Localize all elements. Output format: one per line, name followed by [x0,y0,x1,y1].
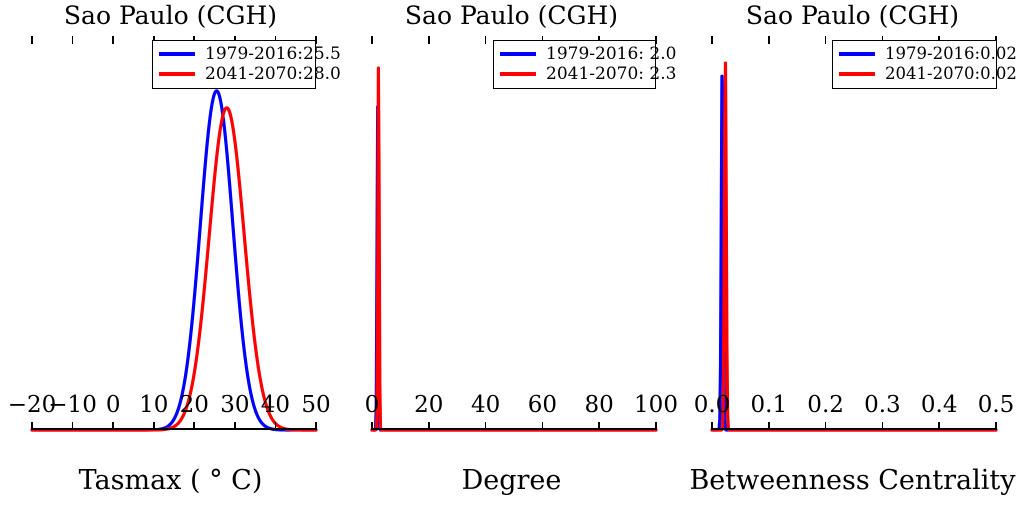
x-tick-label: 100 [634,392,678,418]
density-curve [30,106,318,432]
axes-region [30,36,318,432]
x-tick-bottom [768,422,770,430]
legend-label-historical: 1979-2016:25.5 [205,44,341,64]
panel-betweenness-centrality: Sao Paulo (CGH) 0.0 0.1 0.2 0.3 0.4 0.5 Betwe… [682,0,1023,512]
curve-layer [370,40,658,432]
x-tick-top [824,36,827,44]
x-tick-bottom [995,422,997,430]
density-curve [710,74,998,432]
x-tick-label: 40 [260,392,291,418]
x-axis-spine [712,428,996,430]
x-axis-spine [372,428,656,430]
panel-title: Sao Paulo (CGH) [63,1,278,30]
x-tick-label: 0.5 [977,392,1015,418]
x-tick-label: 20 [414,392,444,418]
x-tick-top [71,36,74,44]
x-tick-bottom [711,422,713,430]
x-tick-bottom [371,422,373,430]
density-curve [370,66,658,432]
x-tick-label: −20 [7,392,57,418]
x-tick-bottom [112,422,114,430]
density-curves [710,61,998,432]
x-tick-bottom [881,422,884,430]
legend-label-historical: 1979-2016:0.02 [885,44,1017,63]
legend-label-future: 2041-2070: 2.3 [546,64,677,84]
legend: 1979-2016:0.02 2041-2070:0.02 [832,40,1017,89]
x-tick-label: 0.3 [864,392,901,418]
x-tick-label: 0.4 [920,392,958,418]
x-tick-bottom [193,422,196,430]
x-tick-label: −10 [48,392,97,418]
x-tick-bottom [31,422,33,430]
x-tick-label: 10 [139,392,169,418]
x-tick-top [711,36,713,44]
x-tick-top [484,36,487,44]
axes-region [370,36,658,432]
legend-label-historical: 1979-2016: 2.0 [546,44,677,64]
legend-swatch-historical [500,52,536,56]
legend-entry: 2041-2070:0.02 [839,64,1017,84]
x-tick-bottom [484,422,487,430]
x-tick-top [31,36,33,44]
x-tick-label: 0 [364,392,380,418]
x-tick-bottom [152,422,155,430]
panel-tasmax: Sao Paulo (CGH) −20 −10 0 10 20 30 40 50 Tasmax… [0,0,341,512]
legend-swatch-future [839,72,875,76]
x-tick-label: 0.1 [750,392,788,418]
x-tick-bottom [315,422,317,430]
x-tick-bottom [71,422,74,430]
x-tick-label: 0.2 [807,392,844,418]
axes-region [710,36,998,432]
density-curve [30,89,318,432]
x-tick-label: 50 [301,392,331,418]
x-tick-bottom [938,422,940,430]
x-axis-label: Degree [461,465,562,496]
legend-swatch-future [500,72,536,76]
x-tick-bottom [428,422,430,430]
x-tick-label: 20 [179,392,209,418]
legend-label-future: 2041-2070:0.02 [885,64,1017,83]
legend-swatch-historical [839,52,875,56]
x-axis-label: Betweenness Centrality [689,465,1016,496]
x-tick-bottom [274,422,277,430]
x-tick-bottom [598,422,600,430]
panel-title: Sao Paulo (CGH) [745,1,960,30]
curve-layer [30,40,318,432]
legend: 1979-2016: 2.0 2041-2070: 2.3 [493,40,676,89]
x-tick-bottom [824,422,827,430]
legend: 1979-2016:25.5 2041-2070:28.0 [152,40,341,89]
legend-label-future: 2041-2070:28.0 [205,64,341,84]
panel-title: Sao Paulo (CGH) [404,1,619,30]
x-tick-top [428,36,430,44]
x-axis-spine [32,428,316,430]
legend-swatch-historical [159,52,195,56]
x-tick-label: 30 [220,392,250,418]
panel-degree: Sao Paulo (CGH) 0 20 40 60 80 100 Degree 1979… [341,0,682,512]
density-curve [370,105,658,432]
x-axis-label: Tasmax ( ° C) [78,465,263,496]
legend-entry: 1979-2016: 2.0 [500,44,676,64]
x-tick-label: 40 [470,392,501,418]
legend-entry: 2041-2070:28.0 [159,64,341,84]
legend-entry: 2041-2070: 2.3 [500,64,676,84]
x-tick-label: 0.0 [693,392,731,418]
x-tick-top [371,36,373,44]
x-tick-label: 0 [105,392,121,418]
legend-entry: 1979-2016:0.02 [839,44,1017,64]
legend-entry: 1979-2016:25.5 [159,44,341,64]
curve-layer [710,40,998,432]
density-curve [710,61,998,432]
x-tick-top [768,36,770,44]
density-curves [30,89,318,432]
x-tick-label: 80 [584,392,614,418]
x-tick-bottom [234,422,236,430]
legend-swatch-future [159,72,195,76]
x-tick-label: 60 [527,392,558,418]
x-tick-bottom [655,422,657,430]
x-tick-bottom [541,422,544,430]
density-curves [370,66,658,432]
x-tick-top [112,36,114,44]
